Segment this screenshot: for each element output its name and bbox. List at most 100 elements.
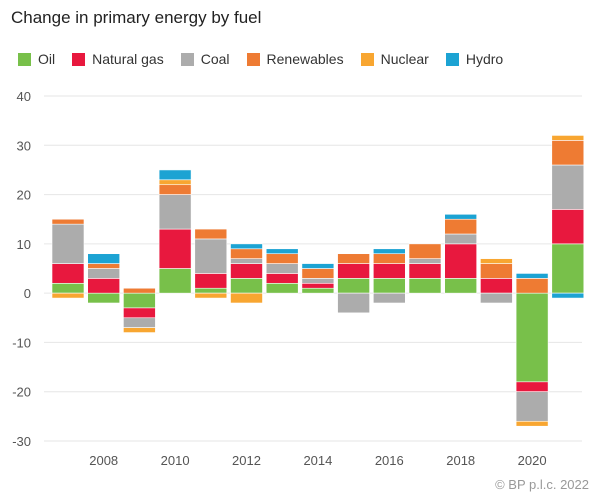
bar-segment-natural-gas-2011[interactable] xyxy=(194,273,228,289)
bar-segment-coal-2009[interactable] xyxy=(123,317,156,328)
bar-segment-hydro-2018[interactable] xyxy=(444,213,478,220)
bar-segment-renewables-2018[interactable] xyxy=(444,218,478,235)
bar-segment-nuclear-2021[interactable] xyxy=(551,135,585,141)
legend-item-hydro[interactable]: Hydro xyxy=(445,51,503,67)
bar-segment-natural-gas-2013[interactable] xyxy=(265,273,299,284)
bar-segment-renewables-2015[interactable] xyxy=(337,253,370,264)
bar-segment-renewables-2016[interactable] xyxy=(372,253,406,264)
bar-segment-renewables-2011[interactable] xyxy=(194,228,228,240)
bar-segment-natural-gas-2018[interactable] xyxy=(444,243,478,279)
bar-segment-coal-2010[interactable] xyxy=(158,194,192,230)
y-tick-label: 40 xyxy=(17,89,31,104)
bar-segment-hydro-2013[interactable] xyxy=(265,248,299,255)
x-tick-label: 2020 xyxy=(518,453,547,468)
bar-segment-renewables-2020[interactable] xyxy=(515,278,549,294)
y-tick-label: -20 xyxy=(12,385,31,400)
bar-segment-coal-2021[interactable] xyxy=(551,164,585,210)
bar-segment-coal-2019[interactable] xyxy=(480,292,513,304)
legend: Oil Natural gas Coal Renewables Nuclear … xyxy=(18,51,520,67)
bar-segment-coal-2007[interactable] xyxy=(51,223,85,264)
bar-segment-hydro-2012[interactable] xyxy=(230,243,263,250)
legend-swatch-natural-gas xyxy=(72,52,86,66)
bar-segment-hydro-2016[interactable] xyxy=(372,248,406,255)
bar-segment-natural-gas-2009[interactable] xyxy=(123,307,156,319)
bar-segment-natural-gas-2021[interactable] xyxy=(551,209,585,245)
bar-segment-renewables-2021[interactable] xyxy=(551,140,585,166)
bar-segment-nuclear-2019[interactable] xyxy=(480,258,513,264)
legend-item-nuclear[interactable]: Nuclear xyxy=(360,51,429,67)
bar-segment-oil-2017[interactable] xyxy=(408,278,442,294)
bar-segment-natural-gas-2008[interactable] xyxy=(87,278,120,294)
bar-segment-coal-2011[interactable] xyxy=(194,238,228,274)
bar-segment-natural-gas-2015[interactable] xyxy=(337,263,370,279)
bar-segment-nuclear-2009[interactable] xyxy=(123,327,156,333)
bar-segment-oil-2012[interactable] xyxy=(230,278,263,294)
bar-segment-oil-2013[interactable] xyxy=(265,282,299,294)
bar-segment-renewables-2009[interactable] xyxy=(123,287,156,294)
bar-segment-oil-2014[interactable] xyxy=(301,287,335,294)
bar-segment-hydro-2014[interactable] xyxy=(301,263,335,269)
legend-item-oil[interactable]: Oil xyxy=(18,51,55,67)
bar-segment-renewables-2014[interactable] xyxy=(301,268,335,279)
bar-segment-natural-gas-2020[interactable] xyxy=(515,381,549,393)
bar-segment-coal-2012[interactable] xyxy=(230,258,263,264)
bar-segment-renewables-2007[interactable] xyxy=(51,218,85,225)
bar-segment-nuclear-2010[interactable] xyxy=(158,179,192,186)
bar-segment-nuclear-2011[interactable] xyxy=(194,292,228,299)
bar-segment-oil-2016[interactable] xyxy=(372,278,406,294)
bar-segment-coal-2015[interactable] xyxy=(337,292,370,314)
bar-segment-hydro-2021[interactable] xyxy=(551,292,585,299)
legend-label-oil: Oil xyxy=(38,51,56,67)
y-tick-label: 0 xyxy=(24,286,31,301)
legend-label-renewables: Renewables xyxy=(266,51,344,67)
bar-segment-natural-gas-2016[interactable] xyxy=(372,263,406,279)
bar-segment-coal-2014[interactable] xyxy=(301,278,335,284)
legend-label-nuclear: Nuclear xyxy=(380,51,429,67)
y-tick-label: 10 xyxy=(17,237,31,252)
bar-segment-coal-2013[interactable] xyxy=(265,263,299,274)
bar-segment-nuclear-2007[interactable] xyxy=(51,292,85,299)
bar-segment-coal-2008[interactable] xyxy=(87,268,120,279)
x-tick-label: 2014 xyxy=(303,453,332,468)
bar-segment-oil-2020[interactable] xyxy=(515,292,549,383)
bar-segment-renewables-2013[interactable] xyxy=(265,253,299,264)
bar-segment-coal-2020[interactable] xyxy=(515,391,549,422)
bar-segment-natural-gas-2007[interactable] xyxy=(51,263,85,284)
bar-segment-natural-gas-2012[interactable] xyxy=(230,263,263,279)
y-tick-label: -10 xyxy=(12,335,31,350)
bar-segment-nuclear-2020[interactable] xyxy=(515,420,549,427)
legend-item-natural-gas[interactable]: Natural gas xyxy=(72,51,164,67)
bar-segment-natural-gas-2010[interactable] xyxy=(158,228,192,269)
bar-segment-oil-2011[interactable] xyxy=(194,287,228,294)
bar-segment-renewables-2012[interactable] xyxy=(230,248,263,259)
bar-segment-coal-2018[interactable] xyxy=(444,233,478,245)
bar-segment-coal-2017[interactable] xyxy=(408,258,442,264)
bar-segment-renewables-2017[interactable] xyxy=(408,243,442,259)
y-tick-label: 30 xyxy=(17,138,31,153)
bar-segment-oil-2021[interactable] xyxy=(551,243,585,294)
legend-swatch-hydro xyxy=(445,52,459,66)
y-axis-ticks: -30 -20 -10 0 10 20 30 40 xyxy=(12,89,31,449)
bar-segment-coal-2016[interactable] xyxy=(372,292,406,304)
bar-segment-natural-gas-2017[interactable] xyxy=(408,263,442,279)
bar-segment-renewables-2010[interactable] xyxy=(158,184,192,195)
bar-segment-natural-gas-2014[interactable] xyxy=(301,282,335,289)
bar-segment-hydro-2008[interactable] xyxy=(87,253,120,264)
bar-segment-nuclear-2012[interactable] xyxy=(230,292,263,304)
legend-item-renewables[interactable]: Renewables xyxy=(246,51,344,67)
bar-segment-renewables-2019[interactable] xyxy=(480,263,513,279)
bar-segment-oil-2010[interactable] xyxy=(158,268,192,294)
legend-item-coal[interactable]: Coal xyxy=(180,51,230,67)
bar-segment-natural-gas-2019[interactable] xyxy=(480,278,513,294)
bar-segment-oil-2008[interactable] xyxy=(87,292,120,304)
bar-segment-oil-2007[interactable] xyxy=(51,282,85,294)
bar-segment-oil-2018[interactable] xyxy=(444,278,478,294)
bar-segment-oil-2015[interactable] xyxy=(337,278,370,294)
y-tick-label: 20 xyxy=(17,188,31,203)
bar-segment-oil-2009[interactable] xyxy=(123,292,156,309)
bar-segment-hydro-2010[interactable] xyxy=(158,169,192,181)
bar-segment-renewables-2008[interactable] xyxy=(87,263,120,269)
bar-segment-hydro-2020[interactable] xyxy=(515,273,549,279)
legend-swatch-coal xyxy=(180,52,194,66)
